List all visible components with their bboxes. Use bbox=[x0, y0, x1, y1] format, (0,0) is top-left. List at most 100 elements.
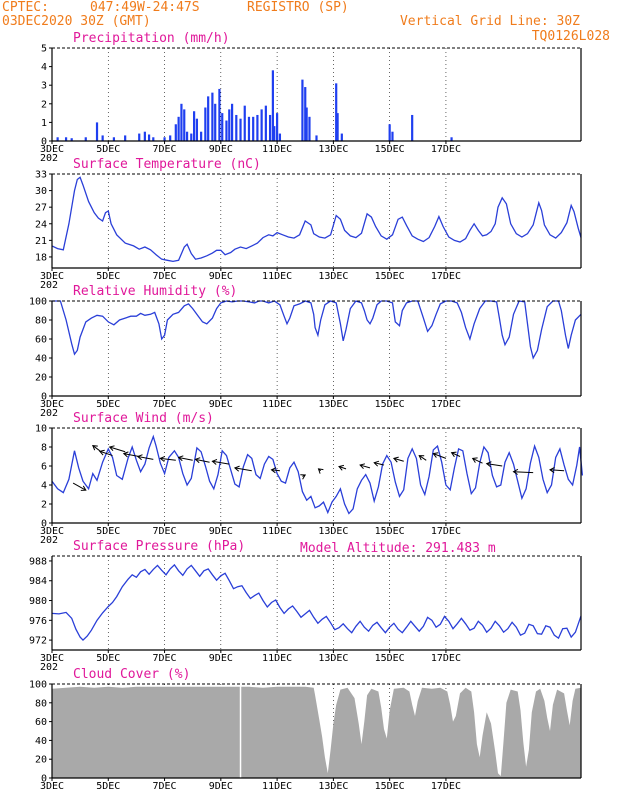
x-tick-label: 13DEC bbox=[318, 526, 348, 537]
panel-3: Surface Wind (m/s) 0 2 4 6 8 10 3DEC 5DEC 7DEC 9DE… bbox=[35, 411, 584, 546]
y-tick-label: 20 bbox=[35, 755, 47, 766]
x-year-stub: 202 bbox=[40, 408, 58, 419]
wind-vector-head bbox=[450, 451, 457, 458]
wind-vector-head bbox=[359, 463, 366, 470]
precip-bar bbox=[169, 135, 172, 141]
wind-vector bbox=[359, 464, 371, 469]
precip-bar bbox=[195, 118, 199, 141]
panel-4: Surface Pressure (hPa) 972 976 980 984 988 3DE… bbox=[29, 539, 582, 673]
precip-bar bbox=[138, 133, 141, 141]
wind-vector-head bbox=[136, 454, 143, 461]
precip-bar bbox=[152, 137, 155, 141]
x-tick-label: 17DEC bbox=[431, 271, 461, 282]
precip-bar bbox=[315, 135, 318, 141]
precip-bar bbox=[391, 131, 394, 141]
y-tick-label: 6 bbox=[41, 462, 47, 473]
y-tick-label: 8 bbox=[41, 443, 47, 454]
precip-bar bbox=[228, 109, 231, 141]
precip-bar bbox=[143, 131, 146, 141]
header-code: TQ0126L028 bbox=[532, 29, 610, 44]
wind-vector-head bbox=[92, 445, 98, 451]
y-tick-label: 80 bbox=[35, 698, 47, 709]
precip-bar bbox=[256, 114, 259, 141]
x-tick-label: 5DEC bbox=[96, 781, 120, 792]
precip-bar bbox=[177, 116, 180, 141]
cloud-cover-area bbox=[52, 686, 581, 778]
panel-title: Surface Pressure (hPa) bbox=[73, 539, 245, 554]
y-tick-label: 984 bbox=[29, 576, 47, 587]
wind-vector bbox=[92, 445, 101, 452]
x-tick-label: 9DEC bbox=[209, 526, 233, 537]
panel-title: Surface Temperature (nC) bbox=[73, 157, 261, 172]
precip-bar bbox=[276, 113, 279, 141]
precip-bar bbox=[221, 113, 224, 141]
wind-vector bbox=[486, 463, 503, 467]
y-tick-label: 18 bbox=[35, 252, 47, 263]
precip-bar bbox=[336, 113, 339, 141]
x-year-stub: 202 bbox=[40, 280, 58, 291]
wind-vector bbox=[513, 471, 534, 474]
y-tick-label: 60 bbox=[35, 335, 47, 346]
header-station: REGISTRO (SP) bbox=[247, 0, 349, 15]
x-tick-label: 11DEC bbox=[262, 144, 292, 155]
y-tick-label: 1 bbox=[41, 118, 47, 129]
x-tick-label: 13DEC bbox=[318, 144, 348, 155]
precip-bar bbox=[247, 116, 251, 141]
precip-bar bbox=[180, 103, 183, 141]
x-tick-label: 15DEC bbox=[375, 271, 405, 282]
x-tick-label: 7DEC bbox=[153, 653, 177, 664]
y-tick-label: 5 bbox=[41, 44, 47, 55]
precip-bar bbox=[271, 70, 274, 141]
y-tick-label: 2 bbox=[41, 500, 47, 511]
wind-vector-head bbox=[270, 467, 277, 474]
x-tick-label: 9DEC bbox=[209, 653, 233, 664]
wind-vector-head bbox=[549, 467, 555, 474]
y-tick-label: 0 bbox=[41, 137, 47, 148]
panel-title: Precipitation (mm/h) bbox=[73, 31, 230, 46]
precip-bar bbox=[301, 79, 304, 141]
header-grid-info: Vertical Grid Line: 30Z bbox=[400, 14, 580, 29]
wind-vector bbox=[472, 457, 483, 464]
precip-bar bbox=[163, 137, 166, 141]
precip-bar bbox=[243, 105, 246, 141]
precip-bar bbox=[340, 133, 343, 141]
wind-vector bbox=[374, 462, 385, 466]
wind-vector-head bbox=[373, 460, 380, 467]
y-tick-label: 0 bbox=[41, 392, 47, 403]
y-tick-label: 30 bbox=[35, 186, 47, 197]
wind-vector-head bbox=[108, 445, 115, 452]
y-tick-label: 972 bbox=[29, 636, 47, 647]
y-tick-label: 0 bbox=[41, 519, 47, 530]
wind-vector bbox=[338, 466, 347, 470]
x-tick-label: 3DEC bbox=[40, 526, 64, 537]
series-line bbox=[51, 176, 582, 263]
wind-vector-head bbox=[300, 474, 307, 480]
x-tick-label: 11DEC bbox=[262, 781, 292, 792]
y-tick-label: 40 bbox=[35, 354, 47, 365]
x-tick-label: 15DEC bbox=[375, 399, 405, 410]
wind-vector bbox=[433, 453, 447, 459]
precip-bar bbox=[268, 114, 272, 141]
precip-bar bbox=[305, 107, 308, 141]
wind-vector bbox=[393, 457, 404, 462]
x-tick-label: 7DEC bbox=[153, 144, 177, 155]
precip-bar bbox=[56, 137, 59, 141]
precip-bar bbox=[200, 131, 203, 141]
precip-bar bbox=[411, 114, 414, 141]
wind-vector bbox=[109, 446, 126, 453]
y-tick-label: 27 bbox=[35, 203, 47, 214]
x-tick-label: 9DEC bbox=[209, 399, 233, 410]
x-tick-label: 11DEC bbox=[262, 399, 292, 410]
y-tick-label: 980 bbox=[29, 596, 47, 607]
wind-vector bbox=[123, 453, 140, 457]
precip-bar bbox=[185, 131, 189, 141]
x-tick-label: 7DEC bbox=[153, 781, 177, 792]
x-year-stub: 202 bbox=[40, 153, 58, 164]
x-year-stub: 202 bbox=[40, 535, 58, 546]
wind-vector bbox=[550, 469, 565, 472]
precip-bar bbox=[207, 96, 210, 141]
precip-bar bbox=[388, 124, 391, 141]
wind-vector-head bbox=[194, 457, 201, 464]
x-tick-label: 13DEC bbox=[318, 271, 348, 282]
